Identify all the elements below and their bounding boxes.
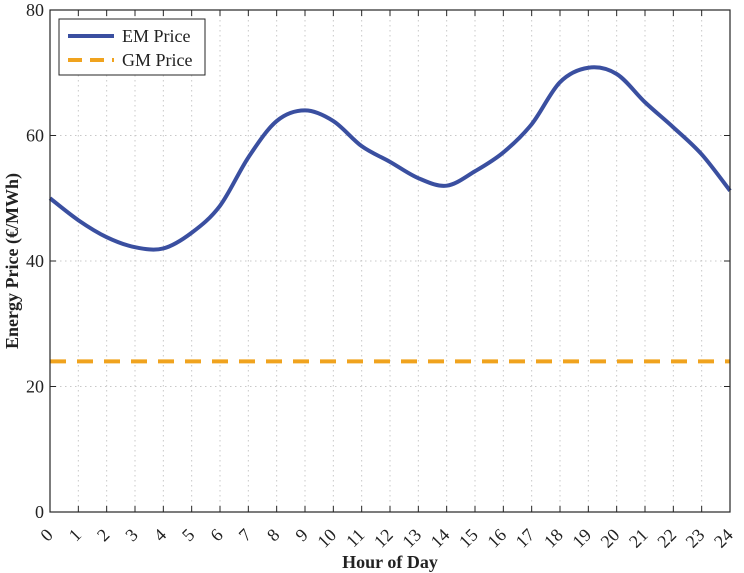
x-tick-label-20: 20 [597, 525, 624, 552]
y-tick-label-1: 20 [26, 377, 44, 397]
x-tick-label-9: 9 [291, 525, 312, 546]
x-tick-label-5: 5 [178, 525, 199, 546]
legend-label-gm-price: GM Price [122, 50, 193, 70]
x-axis-title: Hour of Day [342, 552, 438, 572]
grid-layer [49, 9, 731, 513]
series-line-0 [48, 65, 732, 252]
x-tick-label-13: 13 [398, 525, 425, 552]
x-tick-label-6: 6 [206, 525, 227, 546]
y-tick-labels: 0 20 40 60 80 [26, 0, 44, 522]
x-tick-label-1: 1 [65, 525, 86, 546]
x-tick-label-0: 0 [36, 525, 57, 546]
x-tick-label-17: 17 [512, 525, 539, 552]
y-tick-label-4: 80 [26, 0, 44, 20]
x-tick-labels: 0 1 2 3 4 5 6 7 8 9 10 11 12 13 14 15 16 17 18 19 20 21 22 23 24 [36, 525, 737, 552]
legend-label-em-price: EM Price [122, 26, 190, 46]
x-tick-label-14: 14 [427, 525, 454, 552]
x-tick-label-10: 10 [313, 525, 340, 552]
x-tick-label-15: 15 [455, 525, 482, 552]
y-tick-label-0: 0 [35, 502, 44, 522]
x-tick-label-21: 21 [625, 525, 652, 552]
x-tick-label-3: 3 [121, 525, 142, 546]
legend: EM Price GM Price [58, 18, 206, 76]
y-tick-label-2: 40 [26, 251, 44, 271]
y-tick-label-3: 60 [26, 126, 44, 146]
x-tick-label-23: 23 [682, 525, 709, 552]
x-tick-label-11: 11 [342, 525, 368, 551]
y-axis-title: Energy Price (€/MWh) [2, 173, 23, 349]
x-tick-label-8: 8 [263, 525, 284, 546]
x-tick-label-7: 7 [235, 525, 256, 546]
x-tick-label-18: 18 [540, 525, 567, 552]
x-tick-label-4: 4 [150, 525, 171, 546]
series-layer [48, 65, 732, 364]
plot-frame [49, 9, 731, 513]
x-tick-label-19: 19 [568, 525, 595, 552]
x-tick-label-22: 22 [653, 525, 680, 552]
x-tick-label-12: 12 [370, 525, 397, 552]
legend-box [58, 18, 206, 76]
x-tick-label-16: 16 [483, 525, 510, 552]
x-tick-label-2: 2 [93, 525, 114, 546]
x-tick-label-24: 24 [710, 525, 737, 552]
